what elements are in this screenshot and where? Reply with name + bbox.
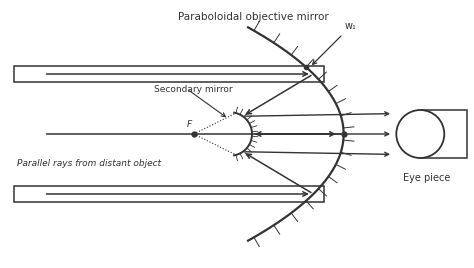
Text: Paraboloidal objective mirror: Paraboloidal objective mirror	[178, 12, 329, 22]
Text: Secondary mirror: Secondary mirror	[154, 84, 232, 94]
Bar	[420, 110, 467, 158]
Text: F: F	[187, 120, 192, 129]
Bar	[14, 186, 324, 202]
Text: Parallel rays from distant object: Parallel rays from distant object	[17, 159, 161, 169]
Circle shape	[396, 110, 444, 158]
Text: w₁: w₁	[345, 21, 356, 31]
Text: Eye piece: Eye piece	[403, 173, 451, 183]
Bar	[14, 66, 324, 82]
